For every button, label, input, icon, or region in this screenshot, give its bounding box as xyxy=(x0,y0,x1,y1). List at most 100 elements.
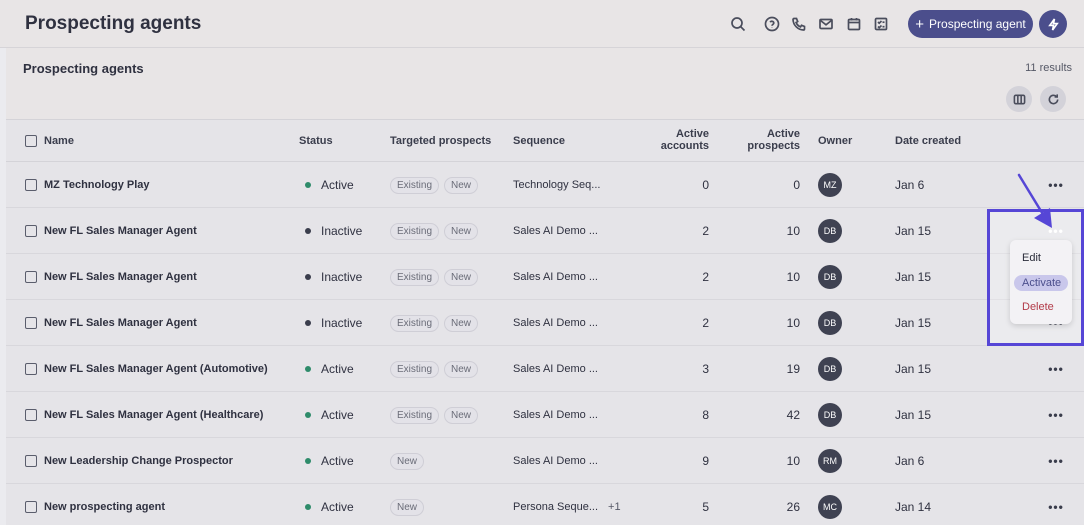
agent-name[interactable]: New FL Sales Manager Agent xyxy=(44,317,197,329)
sequence-name[interactable]: Sales AI Demo ... xyxy=(513,363,598,375)
sequence-cell: Sales AI Demo ... xyxy=(513,346,598,392)
date-created: Jan 15 xyxy=(895,408,932,422)
targeted-prospects-cell: Existing New xyxy=(390,346,483,392)
status-dot xyxy=(305,228,311,234)
sequence-name[interactable]: Sales AI Demo ... xyxy=(513,409,598,421)
targeted-prospects-cell: New xyxy=(390,438,429,484)
mail-icon[interactable] xyxy=(816,14,836,34)
sequence-cell: Sales AI Demo ... xyxy=(513,300,598,346)
date-created: Jan 15 xyxy=(895,224,932,238)
more-actions-button[interactable]: ••• xyxy=(1047,162,1065,208)
menu-item-delete[interactable]: Delete xyxy=(1022,301,1054,313)
more-actions-button[interactable]: ••• xyxy=(1047,438,1065,484)
column-targeted-prospects[interactable]: Targeted prospects xyxy=(390,135,492,147)
table-row[interactable]: New FL Sales Manager Agent (Automotive) A… xyxy=(6,346,1084,392)
select-all-checkbox[interactable] xyxy=(25,135,37,147)
targeted-tag: New xyxy=(444,360,479,378)
avatar: DB xyxy=(818,311,842,335)
active-accounts: 3 xyxy=(702,362,709,376)
table-row[interactable]: MZ Technology Play Active Existing New Techn… xyxy=(6,162,1084,208)
column-active-prospects[interactable]: Active prospects xyxy=(746,128,800,152)
active-prospects: 42 xyxy=(786,408,800,422)
agent-name[interactable]: New FL Sales Manager Agent xyxy=(44,271,197,283)
sequence-name[interactable]: Sales AI Demo ... xyxy=(513,271,598,283)
status-cell: Active xyxy=(305,162,354,208)
search-icon[interactable] xyxy=(728,14,748,34)
table-header: Name Status Targeted prospects Sequence … xyxy=(6,120,1084,162)
results-count: 11 results xyxy=(1025,62,1072,74)
targeted-tag: New xyxy=(444,268,479,286)
active-prospects: 0 xyxy=(793,178,800,192)
agent-name[interactable]: New Leadership Change Prospector xyxy=(44,455,233,467)
owner-cell: MC xyxy=(818,484,842,525)
sequence-extra-count[interactable]: +1 xyxy=(608,501,621,513)
add-prospecting-agent-button[interactable]: + Prospecting agent xyxy=(908,10,1033,38)
status-text: Inactive xyxy=(321,316,363,330)
more-actions-button[interactable]: ••• xyxy=(1047,484,1065,525)
row-checkbox[interactable] xyxy=(25,225,37,237)
table-row[interactable]: New FL Sales Manager Agent Inactive Existi… xyxy=(6,300,1084,346)
avatar: RM xyxy=(818,449,842,473)
status-cell: Active xyxy=(305,484,354,525)
menu-item-activate[interactable]: Activate xyxy=(1014,275,1068,291)
date-created: Jan 6 xyxy=(895,178,925,192)
agent-name[interactable]: New prospecting agent xyxy=(44,501,166,513)
sequence-name[interactable]: Sales AI Demo ... xyxy=(513,317,598,329)
status-text: Active xyxy=(321,408,354,422)
row-checkbox[interactable] xyxy=(25,317,37,329)
agent-name[interactable]: MZ Technology Play xyxy=(44,179,150,191)
owner-cell: MZ xyxy=(818,162,842,208)
columns-button[interactable] xyxy=(1006,86,1032,112)
avatar: DB xyxy=(818,265,842,289)
column-status[interactable]: Status xyxy=(299,135,333,147)
targeted-prospects-cell: Existing New xyxy=(390,162,483,208)
column-active-accounts[interactable]: Active accounts xyxy=(658,128,709,152)
lightning-button[interactable] xyxy=(1039,10,1067,38)
row-checkbox[interactable] xyxy=(25,179,37,191)
column-date-created[interactable]: Date created xyxy=(895,135,962,147)
agent-name[interactable]: New FL Sales Manager Agent (Healthcare) xyxy=(44,409,264,421)
sequence-name[interactable]: Sales AI Demo ... xyxy=(513,225,598,237)
help-icon[interactable] xyxy=(762,14,782,34)
more-actions-button[interactable]: ••• xyxy=(1047,392,1065,438)
active-accounts: 2 xyxy=(702,316,709,330)
targeted-tag: New xyxy=(390,498,425,516)
tasks-icon[interactable] xyxy=(871,14,891,34)
column-owner[interactable]: Owner xyxy=(818,135,853,147)
sequence-name[interactable]: Persona Seque... xyxy=(513,501,599,513)
more-icon: ••• xyxy=(1048,408,1064,422)
row-checkbox[interactable] xyxy=(25,363,37,375)
more-icon: ••• xyxy=(1048,362,1064,376)
table-row[interactable]: New FL Sales Manager Agent Inactive Existi… xyxy=(6,254,1084,300)
targeted-prospects-cell: Existing New xyxy=(390,300,483,346)
sequence-name[interactable]: Technology Seq... xyxy=(513,179,601,191)
sequence-cell: Sales AI Demo ... xyxy=(513,208,598,254)
panel-header: Prospecting agents 11 results xyxy=(6,48,1084,120)
agent-name[interactable]: New FL Sales Manager Agent (Automotive) xyxy=(44,363,268,375)
table-row[interactable]: New Leadership Change Prospector Active Ne… xyxy=(6,438,1084,484)
column-active-prospects-line2: prospects xyxy=(747,140,800,152)
table-row[interactable]: New FL Sales Manager Agent (Healthcare) A… xyxy=(6,392,1084,438)
column-active-accounts-line1: Active xyxy=(675,128,709,140)
status-cell: Inactive xyxy=(305,254,362,300)
table-row[interactable]: New prospecting agent Active New Persona Se… xyxy=(6,484,1084,525)
column-active-accounts-line2: accounts xyxy=(660,140,709,152)
calendar-icon[interactable] xyxy=(844,14,864,34)
sequence-name[interactable]: Sales AI Demo ... xyxy=(513,455,598,467)
refresh-button[interactable] xyxy=(1040,86,1066,112)
more-actions-button[interactable]: ••• xyxy=(1047,346,1065,392)
targeted-tag: New xyxy=(444,314,479,332)
sequence-cell: Sales AI Demo ... xyxy=(513,392,598,438)
row-actions-menu: Edit Activate Delete xyxy=(1010,240,1072,324)
row-checkbox[interactable] xyxy=(25,271,37,283)
column-sequence[interactable]: Sequence xyxy=(513,135,565,147)
top-bar: Prospecting agents + Prospecting agent xyxy=(0,0,1084,48)
row-checkbox[interactable] xyxy=(25,501,37,513)
column-name[interactable]: Name xyxy=(44,135,74,147)
menu-item-edit[interactable]: Edit xyxy=(1022,252,1041,264)
phone-icon[interactable] xyxy=(789,14,809,34)
row-checkbox[interactable] xyxy=(25,409,37,421)
row-checkbox[interactable] xyxy=(25,455,37,467)
table-row[interactable]: New FL Sales Manager Agent Inactive Existi… xyxy=(6,208,1084,254)
agent-name[interactable]: New FL Sales Manager Agent xyxy=(44,225,197,237)
